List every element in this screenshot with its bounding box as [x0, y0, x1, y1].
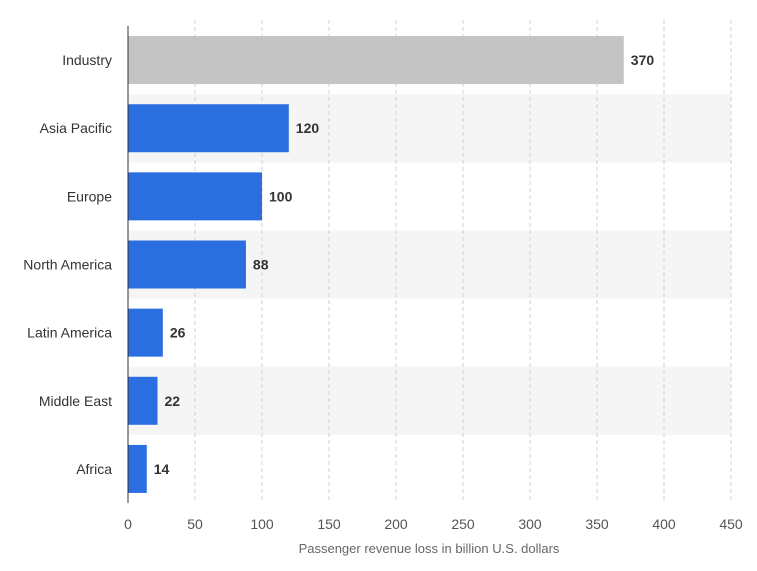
- data-label: 22: [164, 393, 180, 409]
- x-tick-label: 200: [384, 516, 408, 532]
- bar: [128, 104, 289, 153]
- gridlines: [194, 20, 732, 503]
- data-label: 88: [253, 257, 269, 273]
- x-tick-label: 450: [719, 516, 743, 532]
- bar: [128, 376, 158, 425]
- x-axis-title: Passenger revenue loss in billion U.S. d…: [299, 541, 560, 556]
- category-label: Asia Pacific: [40, 120, 112, 136]
- category-label: Africa: [76, 461, 112, 477]
- x-tick-label: 350: [585, 516, 609, 532]
- category-label: Europe: [67, 188, 112, 204]
- x-tick-label: 150: [317, 516, 341, 532]
- data-label: 14: [154, 461, 170, 477]
- x-tick-labels: 0 50 100 150 200 250 300 350 400 450: [124, 516, 743, 532]
- bars: [128, 36, 624, 493]
- row-band: [128, 366, 731, 435]
- x-tick-label: 300: [518, 516, 542, 532]
- category-labels: Industry Asia Pacific Europe North America L…: [23, 52, 112, 477]
- category-label: Industry: [62, 52, 112, 68]
- bar: [128, 36, 624, 85]
- x-tick-label: 400: [652, 516, 676, 532]
- bar: [128, 172, 262, 221]
- category-label: North America: [23, 257, 112, 273]
- category-label: Latin America: [27, 325, 112, 341]
- data-labels: 370 120 100 88 26 22 14: [154, 52, 655, 477]
- bar: [128, 308, 163, 357]
- data-label: 26: [170, 325, 186, 341]
- x-tick-label: 100: [250, 516, 274, 532]
- data-label: 120: [296, 120, 320, 136]
- x-tick-label: 0: [124, 516, 132, 532]
- data-label: 370: [631, 52, 655, 68]
- bar: [128, 240, 246, 289]
- x-tick-label: 50: [187, 516, 203, 532]
- category-label: Middle East: [39, 393, 112, 409]
- x-tick-label: 250: [451, 516, 475, 532]
- data-label: 100: [269, 188, 293, 204]
- bar: [128, 444, 147, 493]
